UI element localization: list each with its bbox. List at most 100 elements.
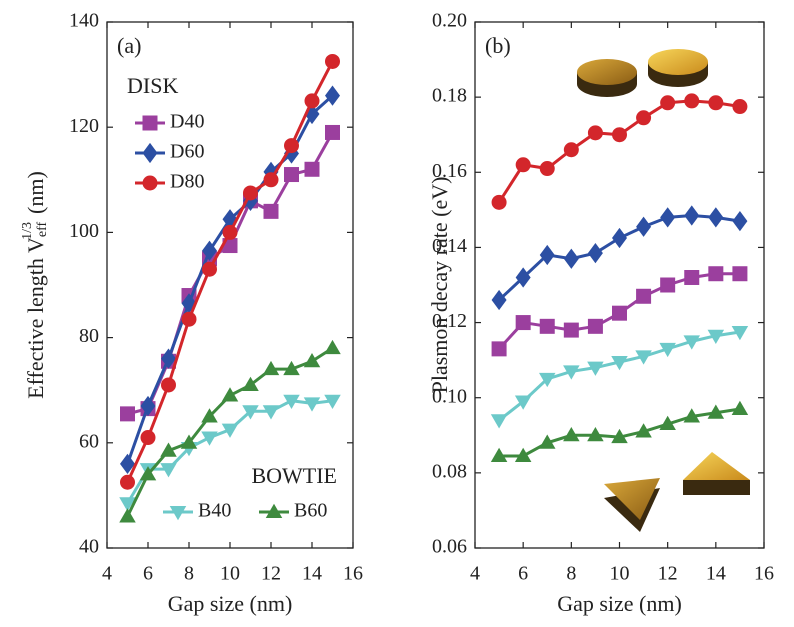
marker — [708, 95, 723, 110]
marker — [588, 319, 603, 334]
marker — [201, 432, 218, 446]
marker — [264, 204, 279, 219]
x-tick-label: 8 — [184, 563, 194, 585]
y-axis-label: Effective length Veff1/3(nm) — [20, 171, 50, 399]
series-line — [128, 61, 333, 482]
marker — [660, 278, 675, 293]
y-tick-label: 0.08 — [432, 460, 467, 482]
marker — [540, 319, 555, 334]
marker — [564, 249, 579, 269]
marker — [182, 312, 197, 327]
y-tick-label: 0.10 — [432, 385, 467, 407]
x-tick-label: 16 — [754, 563, 774, 585]
legend-label: D60 — [170, 141, 204, 163]
marker — [305, 93, 320, 108]
marker — [540, 161, 555, 176]
marker — [284, 138, 299, 153]
marker — [612, 127, 627, 142]
legend-marker — [143, 116, 158, 131]
y-tick-label: 80 — [79, 325, 99, 347]
legend-title: BOWTIE — [251, 463, 337, 488]
x-axis-label: Gap size (nm) — [168, 591, 293, 616]
x-tick-label: 4 — [470, 563, 480, 585]
marker — [492, 341, 507, 356]
legend-marker — [143, 176, 158, 191]
marker — [284, 167, 299, 182]
y-tick-label: 0.20 — [432, 10, 467, 32]
marker — [540, 245, 555, 265]
marker — [202, 262, 217, 277]
legend-label: D80 — [170, 171, 204, 193]
marker — [564, 142, 579, 157]
series-line — [499, 101, 740, 202]
y-tick-label: 0.18 — [432, 85, 467, 107]
marker — [304, 353, 321, 367]
marker — [243, 185, 258, 200]
marker — [660, 95, 675, 110]
legend-label: B40 — [198, 500, 231, 522]
x-tick-label: 10 — [220, 563, 240, 585]
legend-label: D40 — [170, 111, 204, 133]
marker — [491, 414, 508, 428]
x-tick-label: 16 — [343, 563, 363, 585]
marker — [325, 54, 340, 69]
marker — [588, 125, 603, 140]
y-tick-label: 0.12 — [432, 310, 467, 332]
y-tick-label: 60 — [79, 430, 99, 452]
marker — [636, 289, 651, 304]
marker — [324, 340, 341, 354]
marker — [304, 397, 321, 411]
marker — [708, 266, 723, 281]
marker — [141, 430, 156, 445]
marker — [120, 406, 135, 421]
x-tick-label: 10 — [610, 563, 630, 585]
legend-title: DISK — [127, 73, 178, 98]
x-tick-label: 4 — [102, 563, 112, 585]
marker — [732, 266, 747, 281]
legend-label: B60 — [294, 500, 327, 522]
marker — [588, 243, 603, 263]
x-tick-label: 6 — [143, 563, 153, 585]
marker — [732, 211, 747, 231]
marker — [636, 110, 651, 125]
marker — [492, 195, 507, 210]
y-tick-label: 0.06 — [432, 536, 467, 558]
marker — [708, 207, 723, 227]
marker — [732, 99, 747, 114]
marker — [325, 86, 340, 106]
marker — [684, 270, 699, 285]
x-tick-label: 6 — [518, 563, 528, 585]
marker — [636, 217, 651, 237]
series-line — [128, 132, 333, 413]
y-tick-label: 100 — [69, 220, 99, 242]
marker — [516, 267, 531, 287]
y-tick-label: 0.16 — [432, 160, 467, 182]
y-tick-label: 140 — [69, 10, 99, 32]
marker — [492, 290, 507, 310]
marker — [660, 207, 675, 227]
y-axis-label: Plasmon decay rate (eV) — [427, 177, 452, 394]
x-tick-label: 8 — [566, 563, 576, 585]
series-line — [499, 332, 740, 420]
marker — [684, 93, 699, 108]
marker — [612, 306, 627, 321]
legend-marker — [143, 143, 158, 163]
marker — [119, 508, 136, 522]
x-tick-label: 12 — [658, 563, 678, 585]
marker — [564, 323, 579, 338]
x-axis-label: Gap size (nm) — [557, 591, 682, 616]
x-tick-label: 12 — [261, 563, 281, 585]
marker — [120, 475, 135, 490]
marker — [516, 157, 531, 172]
y-tick-label: 120 — [69, 115, 99, 137]
marker — [516, 315, 531, 330]
marker — [223, 225, 238, 240]
marker — [264, 172, 279, 187]
marker — [732, 401, 749, 415]
marker — [325, 125, 340, 140]
figure: Effective length Veff1/3(nm) Plasmon dec… — [0, 0, 794, 627]
x-tick-label: 14 — [706, 563, 726, 585]
y-tick-label: 40 — [79, 536, 99, 558]
marker — [684, 205, 699, 225]
panel-label: (a) — [117, 33, 141, 58]
